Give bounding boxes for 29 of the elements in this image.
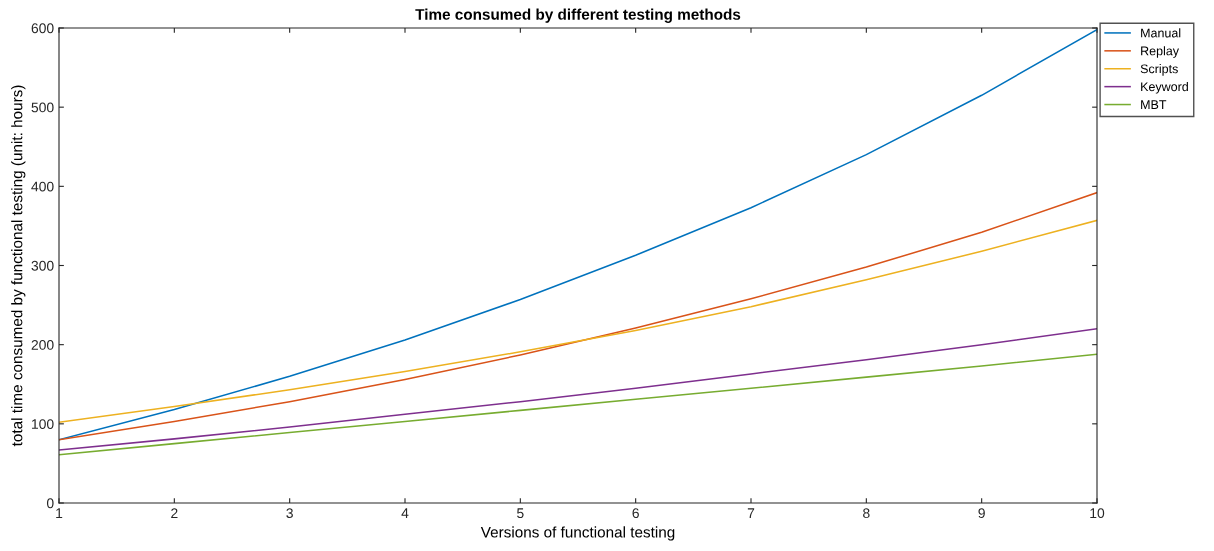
line-series [59, 191, 1097, 441]
legend-label: Keyword [1141, 81, 1188, 94]
legend-label: Replay [1141, 46, 1179, 58]
line-series [59, 353, 1097, 456]
x-tick-label: 8 [863, 508, 870, 519]
legend-label: Manual [1141, 28, 1181, 38]
y-tick-label: 500 [31, 102, 54, 113]
line-series [59, 219, 1097, 424]
y-axis-title: total time consumed by functional testing (unit: hours) [11, 85, 26, 447]
x-tick-label: 1 [56, 508, 63, 518]
y-tick-label: 100 [32, 419, 54, 429]
y-tick-label: 200 [31, 340, 54, 350]
legend-label: Scripts [1140, 64, 1178, 76]
x-tick-label: 7 [747, 508, 755, 518]
x-tick-label: 4 [401, 508, 409, 518]
x-tick-label: 10 [1090, 508, 1105, 519]
chart-title: Time consumed by different testing methods [415, 8, 741, 23]
x-tick-label: 5 [517, 508, 524, 519]
y-tick-label: 300 [31, 260, 54, 271]
y-tick-label: 400 [31, 181, 54, 192]
x-tick-label: 9 [978, 508, 985, 519]
y-tick-label: 600 [31, 23, 54, 34]
x-axis-title: Versions of functional testing [480, 526, 675, 541]
line-series [59, 328, 1097, 451]
legend-label: MBT [1141, 100, 1167, 109]
x-tick-label: 6 [632, 508, 639, 519]
x-tick-label: 2 [171, 508, 178, 518]
x-tick-label: 3 [286, 508, 293, 519]
y-tick-label: 0 [46, 498, 54, 509]
